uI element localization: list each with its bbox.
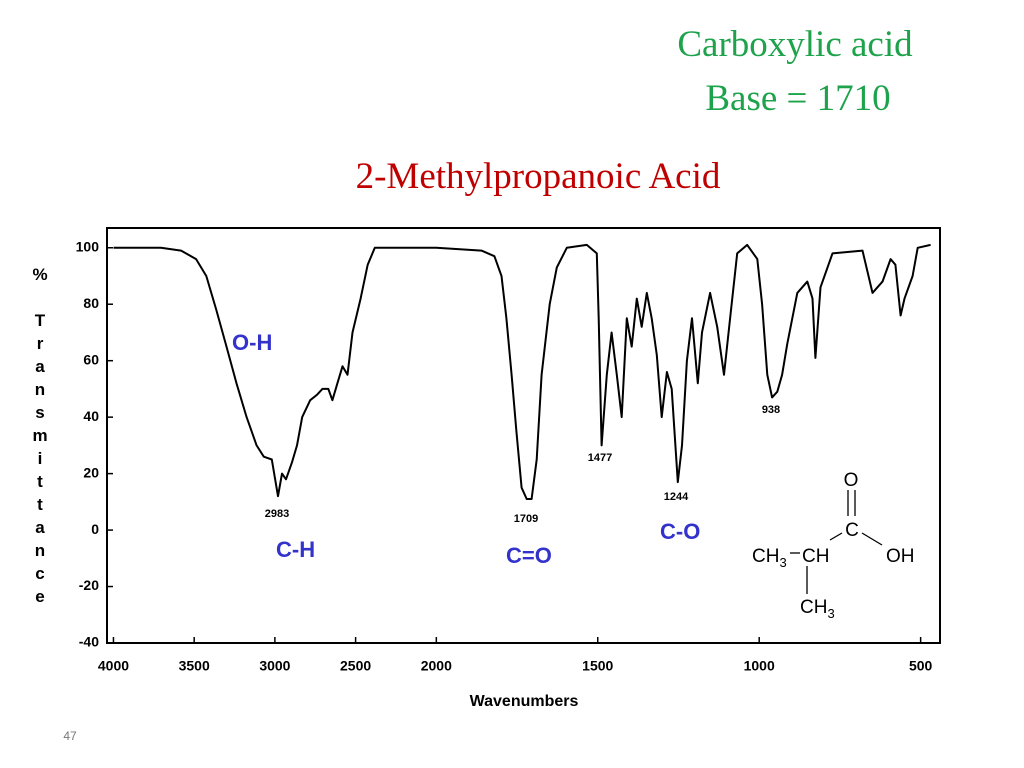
x-tick-label: 2500 — [340, 658, 371, 674]
x-tick-label: 3500 — [179, 658, 210, 674]
group-label: C=O — [506, 543, 552, 568]
y-tick-label: 80 — [83, 295, 99, 311]
spectrum-line — [113, 243, 931, 500]
peak-label: 1477 — [588, 452, 612, 464]
molecule-bonds — [790, 490, 883, 594]
atom-label: C — [845, 520, 859, 541]
y-tick-label: 100 — [76, 238, 100, 254]
x-tick-label: 4000 — [98, 658, 129, 674]
atom-label: CH3 — [752, 546, 787, 570]
x-tick-label: 3000 — [259, 658, 290, 674]
peak-label: 1244 — [664, 491, 689, 503]
x-tick-label: 1500 — [582, 658, 613, 674]
x-tick-label: 2000 — [421, 658, 452, 674]
slide-heading: Base = 1710 — [705, 78, 890, 119]
y-tick-label: -40 — [79, 634, 99, 650]
y-tick-label: 0 — [91, 521, 99, 537]
atom-label: O — [844, 470, 859, 491]
page-number: 47 — [63, 729, 77, 743]
slide-heading: Carboxylic acid — [677, 24, 913, 65]
atom-label: CH3 — [800, 597, 835, 621]
y-tick-label: 60 — [83, 351, 99, 367]
group-label: C-H — [276, 537, 315, 562]
peak-label: 1709 — [514, 513, 538, 525]
chart-title: 2-Methylpropanoic Acid — [356, 156, 721, 197]
y-axis-label: % Transmittance — [31, 265, 50, 610]
group-label: C-O — [660, 519, 700, 544]
x-axis-label: Wavenumbers — [470, 693, 579, 710]
peak-label: 938 — [762, 404, 780, 416]
y-tick-label: -20 — [79, 577, 99, 593]
peak-label: 2983 — [265, 508, 289, 520]
x-tick-label: 1000 — [744, 658, 775, 674]
atom-label: CH — [802, 546, 829, 567]
x-tick-label: 500 — [909, 658, 933, 674]
atom-label: OH — [886, 546, 915, 567]
y-tick-label: 40 — [83, 408, 99, 424]
y-tick-label: 20 — [83, 464, 99, 480]
group-label: O-H — [232, 330, 272, 355]
plot-frame — [106, 227, 941, 644]
